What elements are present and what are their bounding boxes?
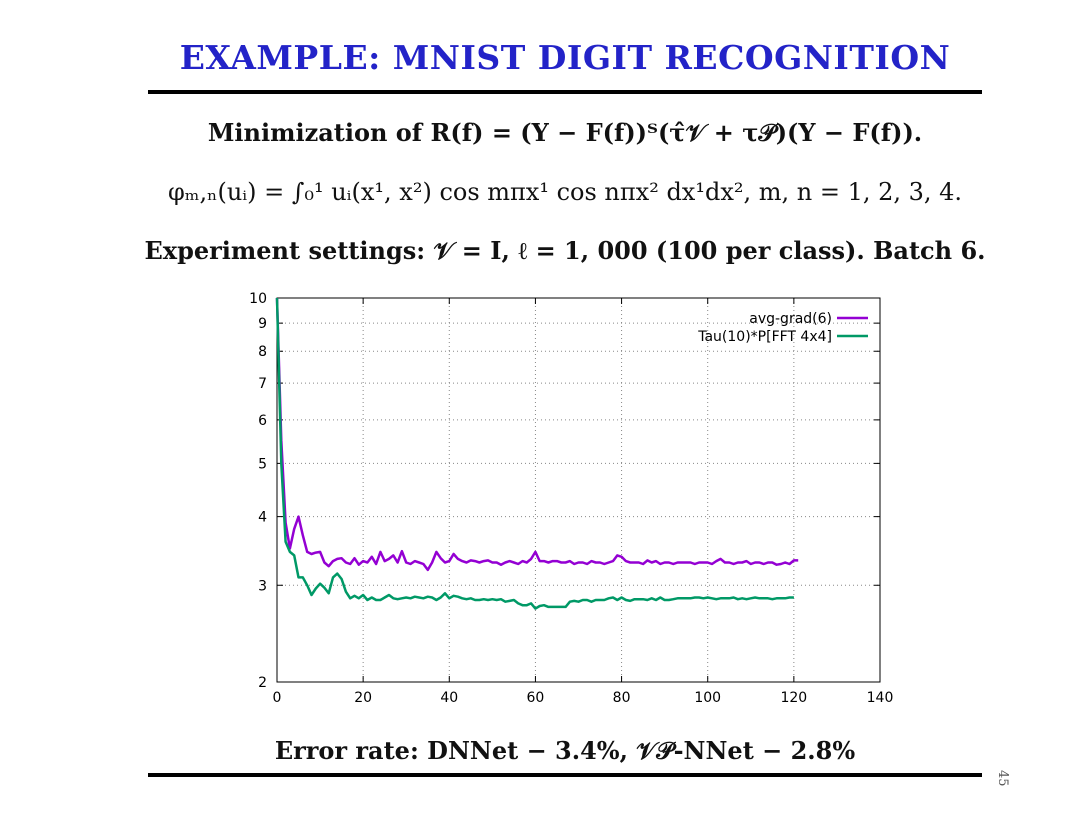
minimization-formula: Minimization of R(f) = (Y − F(f))ᵀ(τ̂𝒱 +… — [207, 118, 923, 147]
y-tick-label: 2 — [258, 675, 267, 691]
grid — [277, 298, 880, 682]
series-line-1 — [275, 297, 794, 610]
loss-chart: 0 20 40 60 80 100 120 140 2 3 4 5 6 7 8 9 10 avg-grad(6)… — [249, 291, 893, 706]
x-tick-label: 40 — [440, 690, 458, 706]
x-tick-label: 20 — [354, 690, 372, 706]
x-tick-label: 80 — [613, 690, 631, 706]
ticks: 0 20 40 60 80 100 120 140 2 3 4 5 6 7 8 9 10 — [249, 291, 893, 706]
y-tick-label: 4 — [258, 510, 267, 526]
y-tick-label: 6 — [258, 413, 267, 429]
basis-function-formula: φₘ,ₙ(uᵢ) = ∫₀¹ uᵢ(x¹, x²) cos mπx¹ cos n… — [167, 178, 963, 206]
footer-rule — [148, 773, 982, 777]
series-line-0 — [275, 297, 799, 572]
title-rule — [148, 90, 982, 94]
x-tick-label: 0 — [273, 690, 282, 706]
x-tick-label: 100 — [694, 690, 721, 706]
y-tick-label: 8 — [258, 344, 267, 360]
y-tick-label: 5 — [258, 456, 267, 472]
series — [275, 297, 799, 610]
y-tick-label: 7 — [258, 376, 267, 392]
y-tick-label: 10 — [249, 291, 267, 307]
plot-frame — [276, 297, 881, 683]
page-number: 45 — [995, 770, 1010, 787]
legend: avg-grad(6) Tau(10)*P[FFT 4x4] — [697, 311, 868, 345]
x-tick-label: 60 — [527, 690, 545, 706]
legend-label-0: avg-grad(6) — [749, 311, 832, 327]
slide-title: EXAMPLE: MNIST DIGIT RECOGNITION — [179, 38, 951, 77]
legend-label-1: Tau(10)*P[FFT 4x4] — [697, 329, 832, 345]
experiment-settings: Experiment settings: 𝒱 = I, ℓ = 1, 000 (… — [144, 236, 986, 265]
error-rate-footer: Error rate: DNNet − 3.4%, 𝒱𝒫-NNet − 2.8% — [274, 736, 856, 765]
x-tick-label: 120 — [780, 690, 807, 706]
y-tick-label: 3 — [258, 578, 267, 594]
x-tick-label: 140 — [867, 690, 894, 706]
y-tick-label: 9 — [258, 316, 267, 332]
